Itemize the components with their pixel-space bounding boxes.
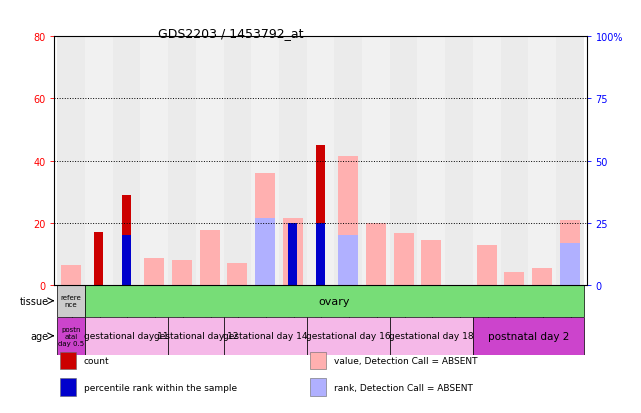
Text: refere
nce: refere nce — [61, 294, 81, 308]
Bar — [421, 241, 441, 285]
Bar — [560, 221, 580, 285]
Bar — [445, 37, 473, 285]
Bar — [501, 285, 528, 317]
Bar — [528, 285, 556, 317]
Text: gestational day 14: gestational day 14 — [223, 332, 307, 340]
Text: rank, Detection Call = ABSENT: rank, Detection Call = ABSENT — [334, 382, 472, 392]
Bar — [224, 317, 306, 355]
Bar — [122, 195, 131, 285]
Bar — [279, 285, 306, 317]
Bar — [57, 37, 85, 285]
Bar — [288, 223, 297, 285]
Bar — [473, 317, 584, 355]
Bar — [113, 37, 140, 285]
Bar — [310, 378, 326, 396]
Bar — [168, 317, 224, 355]
Bar — [556, 37, 584, 285]
Bar — [338, 235, 358, 285]
Bar — [283, 218, 303, 285]
Text: postn
atal
day 0.5: postn atal day 0.5 — [58, 326, 84, 346]
Bar — [255, 218, 275, 285]
Bar — [168, 37, 196, 285]
Bar — [394, 233, 413, 285]
Text: GDS2203 / 1453792_at: GDS2203 / 1453792_at — [158, 27, 303, 40]
Bar — [85, 285, 113, 317]
Text: ovary: ovary — [319, 296, 350, 306]
Bar — [366, 223, 386, 285]
Bar — [556, 285, 584, 317]
Bar — [310, 351, 326, 369]
Bar — [122, 235, 131, 285]
Bar — [501, 37, 528, 285]
Text: percentile rank within the sample: percentile rank within the sample — [84, 382, 237, 392]
Bar — [57, 317, 85, 355]
Bar — [251, 285, 279, 317]
Text: tissue: tissue — [20, 296, 49, 306]
Text: age: age — [31, 331, 49, 341]
Bar — [196, 285, 224, 317]
Bar — [255, 173, 275, 285]
Bar — [306, 37, 335, 285]
Bar — [224, 37, 251, 285]
Bar — [168, 285, 196, 317]
Bar — [417, 285, 445, 317]
Bar — [196, 37, 224, 285]
Bar — [390, 37, 417, 285]
Text: gestational day 11: gestational day 11 — [84, 332, 169, 340]
Bar — [113, 285, 140, 317]
Bar — [224, 285, 251, 317]
Bar — [362, 285, 390, 317]
Bar — [316, 223, 325, 285]
Bar — [306, 285, 335, 317]
Bar — [417, 37, 445, 285]
Bar — [85, 317, 168, 355]
Bar — [228, 263, 247, 285]
Text: postnatal day 2: postnatal day 2 — [488, 331, 569, 341]
Bar — [60, 378, 76, 396]
Bar — [335, 37, 362, 285]
Bar — [473, 37, 501, 285]
Bar — [560, 243, 580, 285]
Bar — [85, 37, 113, 285]
Bar — [57, 285, 85, 317]
Bar — [477, 246, 497, 285]
Bar — [60, 351, 76, 369]
Bar — [362, 37, 390, 285]
Text: gestational day 16: gestational day 16 — [306, 332, 390, 340]
Bar — [390, 317, 473, 355]
Bar — [445, 285, 473, 317]
Bar — [140, 37, 168, 285]
Bar — [57, 285, 85, 317]
Bar — [504, 273, 524, 285]
Bar — [306, 317, 390, 355]
Bar — [94, 233, 103, 285]
Text: count: count — [84, 356, 110, 365]
Text: gestational day 12: gestational day 12 — [154, 332, 238, 340]
Bar — [335, 285, 362, 317]
Bar — [532, 268, 552, 285]
Bar — [279, 37, 306, 285]
Bar — [473, 285, 501, 317]
Bar — [144, 258, 164, 285]
Text: value, Detection Call = ABSENT: value, Detection Call = ABSENT — [334, 356, 478, 365]
Bar — [528, 37, 556, 285]
Bar — [61, 266, 81, 285]
Bar — [338, 156, 358, 285]
Bar — [172, 261, 192, 285]
Bar — [316, 146, 325, 285]
Bar — [251, 37, 279, 285]
Bar — [390, 285, 417, 317]
Bar — [200, 230, 220, 285]
Text: gestational day 18: gestational day 18 — [389, 332, 474, 340]
Bar — [140, 285, 168, 317]
